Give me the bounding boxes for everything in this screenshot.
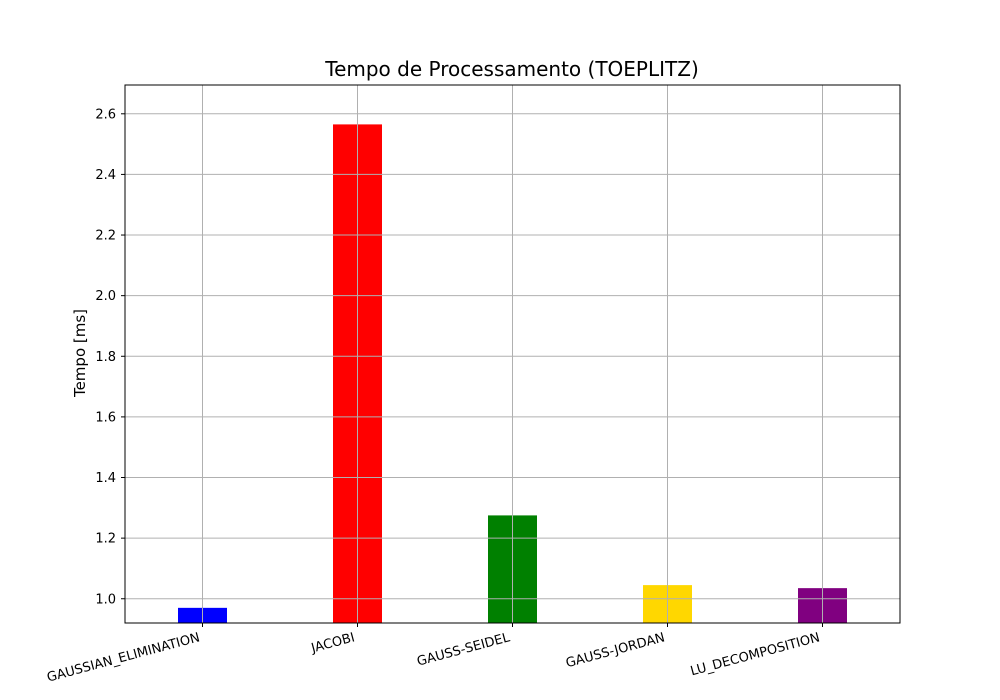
y-axis-label: Tempo [ms] [71, 309, 89, 398]
y-tick-label: 1.0 [95, 592, 116, 607]
y-tick-label: 1.6 [95, 410, 116, 425]
y-tick-label: 2.4 [95, 168, 116, 183]
x-tick-label: GAUSSIAN_ELIMINATION [45, 630, 201, 685]
y-tick-label: 1.2 [95, 532, 116, 547]
y-tick-label: 1.4 [95, 471, 116, 486]
y-tick-label: 1.8 [95, 350, 116, 365]
bars-layer [178, 124, 847, 623]
chart-title: Tempo de Processamento (TOEPLITZ) [324, 57, 699, 81]
x-tick-label: JACOBI [309, 630, 357, 656]
y-tick-label: 2.6 [95, 107, 116, 122]
x-tick-label: GAUSS-JORDAN [564, 630, 666, 671]
y-tick-label: 2.2 [95, 229, 116, 244]
y-tick-label: 2.0 [95, 289, 116, 304]
x-tick-label: GAUSS-SEIDEL [415, 630, 512, 669]
x-tick-label: LU_DECOMPOSITION [689, 630, 822, 679]
